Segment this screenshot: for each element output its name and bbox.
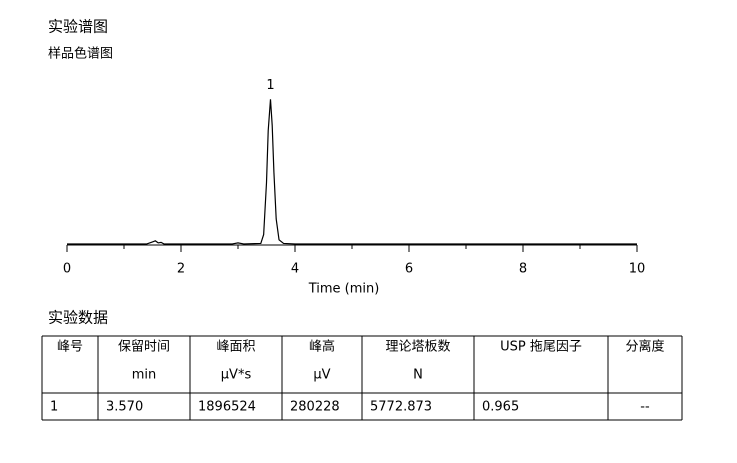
x-axis-label: Time (min): [308, 282, 380, 297]
peak-label: 1: [266, 78, 274, 93]
chromatogram-trace: [67, 99, 637, 245]
column-header: 峰面积: [216, 340, 255, 355]
column-header: µV: [313, 368, 330, 383]
table-cell: 1: [50, 400, 58, 415]
x-tick-label: 8: [519, 262, 527, 277]
x-tick-label: 4: [291, 262, 299, 277]
x-tick-label: 6: [405, 262, 413, 277]
column-header: N: [413, 368, 423, 383]
x-tick-label: 10: [629, 262, 646, 277]
column-header: 峰高: [309, 339, 335, 355]
column-header: USP 拖尾因子: [500, 340, 582, 355]
column-header: 分离度: [625, 339, 664, 355]
table-cell: 3.570: [106, 400, 143, 415]
page-title: 实验谱图: [48, 18, 108, 36]
x-tick-label: 0: [63, 262, 71, 277]
table-cell: 1896524: [198, 400, 256, 415]
page-subtitle: 样品色谱图: [48, 46, 113, 62]
table-cell: 5772.873: [370, 400, 432, 415]
table-cell: 280228: [290, 400, 340, 415]
table-title: 实验数据: [48, 309, 108, 327]
x-tick-label: 2: [177, 262, 185, 277]
table-cell: 0.965: [482, 400, 519, 415]
column-header: min: [132, 368, 157, 383]
column-header: µV*s: [221, 368, 252, 383]
column-header: 峰号: [57, 340, 83, 355]
column-header: 保留时间: [118, 340, 170, 355]
column-header: 理论塔板数: [385, 340, 450, 355]
table-cell: --: [640, 400, 650, 415]
